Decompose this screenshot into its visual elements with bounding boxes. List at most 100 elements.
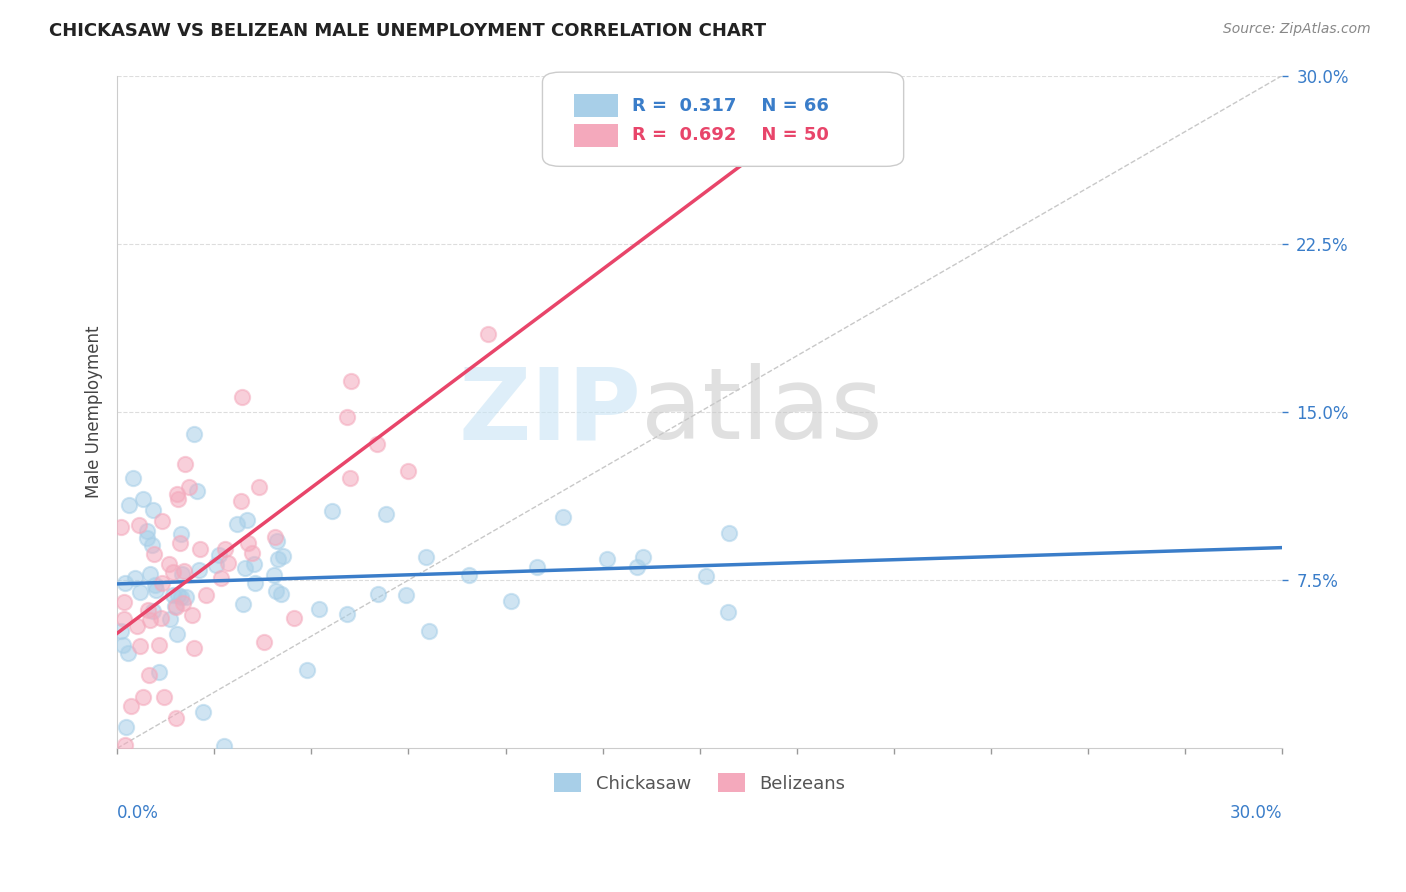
- Point: [695, 569, 717, 583]
- Point: [159, 612, 181, 626]
- Point: [145, 583, 167, 598]
- Point: [499, 594, 522, 608]
- Point: [396, 464, 419, 478]
- Point: [114, 612, 136, 626]
- Point: [163, 599, 186, 613]
- Point: [118, 498, 141, 512]
- Point: [415, 550, 437, 565]
- Point: [477, 327, 499, 342]
- Point: [136, 603, 159, 617]
- Point: [270, 587, 292, 601]
- Point: [143, 578, 166, 592]
- Point: [626, 559, 648, 574]
- Point: [339, 471, 361, 485]
- Point: [336, 607, 359, 622]
- Point: [170, 527, 193, 541]
- Point: [395, 589, 418, 603]
- Point: [152, 576, 174, 591]
- Point: [295, 663, 318, 677]
- Point: [117, 646, 139, 660]
- Point: [253, 635, 276, 649]
- Point: [264, 530, 287, 544]
- Point: [418, 624, 440, 638]
- Point: [266, 583, 288, 598]
- Point: [214, 542, 236, 557]
- Point: [283, 610, 305, 624]
- Point: [169, 536, 191, 550]
- Point: [162, 589, 184, 603]
- Point: [148, 665, 170, 679]
- Point: [114, 720, 136, 734]
- Point: [596, 552, 619, 566]
- Point: [173, 564, 195, 578]
- Point: [131, 690, 153, 705]
- Point: [181, 608, 204, 623]
- Point: [263, 567, 285, 582]
- Point: [551, 510, 574, 524]
- Point: [183, 640, 205, 655]
- Point: [169, 591, 191, 605]
- Point: [114, 738, 136, 752]
- Point: [375, 507, 398, 521]
- Point: [321, 504, 343, 518]
- Point: [367, 587, 389, 601]
- Point: [457, 568, 479, 582]
- Legend: Chickasaw, Belizeans: Chickasaw, Belizeans: [547, 766, 852, 800]
- Point: [129, 584, 152, 599]
- Text: Source: ZipAtlas.com: Source: ZipAtlas.com: [1223, 22, 1371, 37]
- Point: [135, 531, 157, 545]
- Point: [139, 613, 162, 627]
- Point: [142, 604, 165, 618]
- Point: [166, 588, 188, 602]
- Point: [125, 618, 148, 632]
- Point: [633, 550, 655, 565]
- Point: [179, 480, 201, 494]
- Point: [167, 492, 190, 507]
- Point: [112, 595, 135, 609]
- Point: [195, 589, 218, 603]
- Point: [188, 541, 211, 556]
- Point: [217, 556, 239, 570]
- Point: [243, 557, 266, 571]
- Point: [142, 502, 165, 516]
- Y-axis label: Male Unemployment: Male Unemployment: [86, 326, 103, 498]
- Point: [718, 526, 741, 541]
- Point: [232, 597, 254, 611]
- Point: [165, 711, 187, 725]
- Point: [172, 596, 194, 610]
- Point: [235, 560, 257, 574]
- Point: [308, 601, 330, 615]
- Point: [157, 557, 180, 571]
- Point: [225, 516, 247, 531]
- Point: [114, 576, 136, 591]
- Point: [139, 566, 162, 581]
- Point: [271, 549, 294, 564]
- Point: [205, 558, 228, 572]
- Point: [212, 739, 235, 753]
- Point: [336, 410, 359, 425]
- Point: [207, 548, 229, 562]
- Point: [150, 514, 173, 528]
- Text: R =  0.692    N = 50: R = 0.692 N = 50: [633, 127, 830, 145]
- Point: [186, 483, 208, 498]
- Text: atlas: atlas: [641, 363, 883, 460]
- Text: 0.0%: 0.0%: [117, 805, 159, 822]
- Point: [267, 552, 290, 566]
- Point: [132, 492, 155, 507]
- Point: [240, 546, 263, 560]
- Text: 30.0%: 30.0%: [1230, 805, 1282, 822]
- Point: [122, 471, 145, 485]
- Point: [110, 624, 132, 638]
- Bar: [574, 124, 619, 147]
- Bar: [574, 95, 619, 117]
- Point: [193, 705, 215, 719]
- Point: [229, 493, 252, 508]
- Point: [238, 535, 260, 549]
- Point: [172, 566, 194, 581]
- Point: [236, 513, 259, 527]
- Point: [135, 524, 157, 539]
- Point: [174, 590, 197, 604]
- Point: [526, 560, 548, 574]
- Point: [717, 605, 740, 619]
- FancyBboxPatch shape: [543, 72, 904, 166]
